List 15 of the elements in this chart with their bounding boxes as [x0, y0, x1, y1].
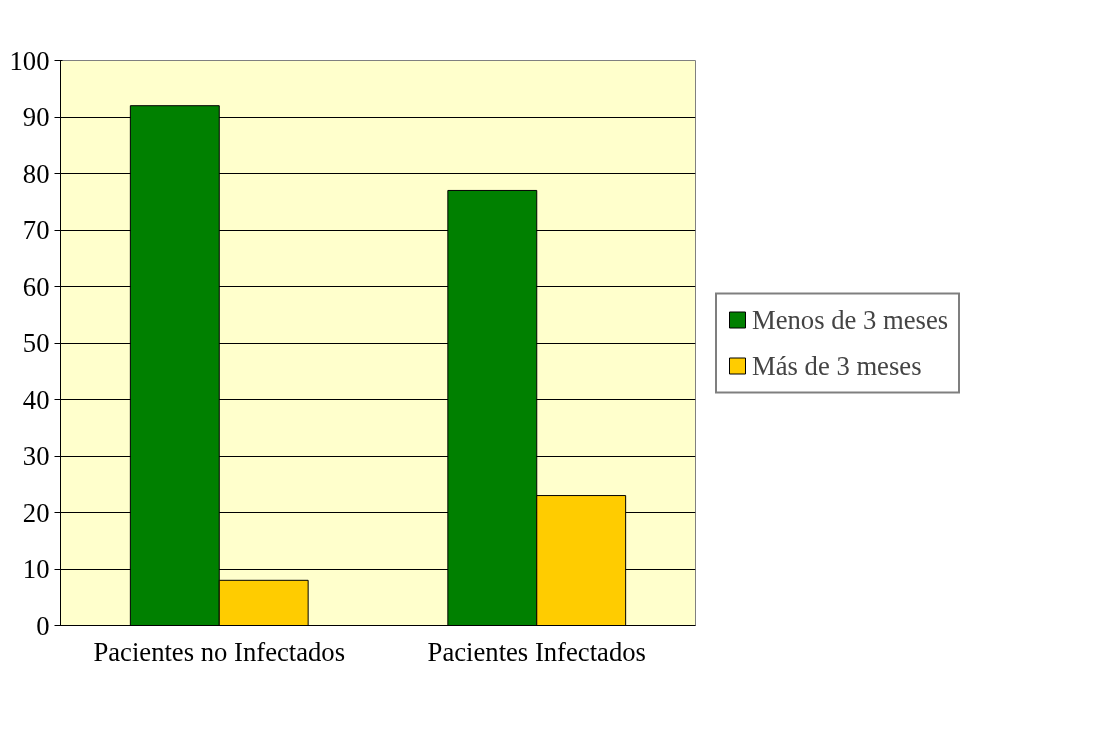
x-tick-label: Pacientes no Infectados	[93, 636, 346, 667]
y-tick-label: 50	[22, 328, 50, 358]
y-tick-label: 0	[36, 610, 50, 641]
y-tick-label: 80	[22, 158, 50, 189]
y-tick-label: 10	[22, 554, 50, 584]
y-tick-label: 60	[22, 271, 50, 302]
y-tick-label: 30	[22, 441, 50, 471]
legend-label: Menos de 3 meses	[752, 304, 949, 335]
y-tick-label: 90	[22, 102, 50, 132]
legend-label: Más de 3 meses	[752, 350, 922, 381]
x-tick-label: Pacientes Infectados	[427, 636, 646, 667]
y-tick-label: 70	[22, 215, 50, 245]
y-tick-label: 100	[9, 45, 50, 76]
y-tick-label: 20	[22, 497, 50, 528]
y-tick-label: 40	[22, 384, 50, 415]
